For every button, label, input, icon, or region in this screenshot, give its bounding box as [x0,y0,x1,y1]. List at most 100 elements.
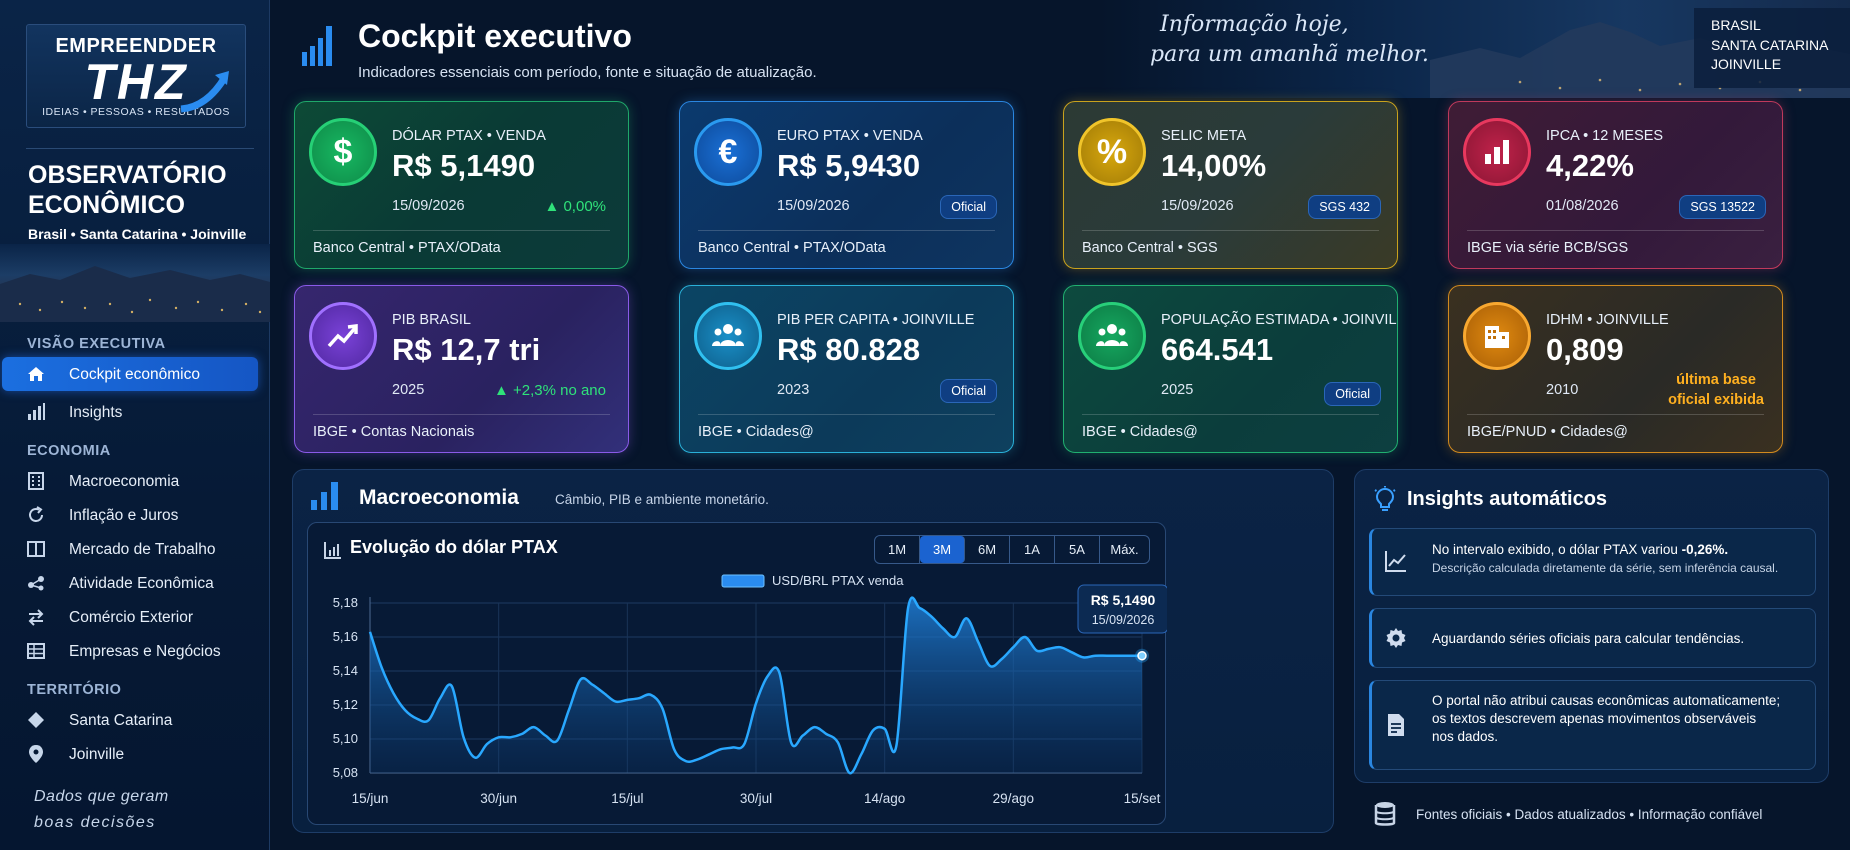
document-icon [1388,714,1404,736]
tooltip-box [1077,584,1167,634]
sidebar-item-atividade-economica[interactable]: Atividade Econômica [0,566,270,600]
header-slogan: Informação hoje, para um amanhã melhor. [1150,10,1429,70]
sidebar-item-label: Inflação e Juros [69,507,179,524]
kpi-source: Banco Central • PTAX/OData [698,240,886,256]
range-5a-button[interactable]: 5A [1055,536,1100,563]
kpi-label: PIB BRASIL [392,312,471,328]
section-economia: ECONOMIA [27,443,111,459]
y-tick-label: 5,16 [333,629,358,644]
database-icon [1374,802,1396,826]
ptax-chart-card: Evolução do dólar PTAX 1M 3M 6M 1A 5A Má… [307,522,1167,826]
series-badge: SGS 432 [1308,195,1381,219]
kpi-value: R$ 5,9430 [777,148,921,183]
kpi-value: 0,809 [1546,332,1624,367]
y-tick-label: 5,12 [333,697,358,712]
observatory-title-line1: OBSERVATÓRIO [28,161,227,189]
sidebar-item-label: Macroeconomia [69,473,180,490]
sidebar-item-empresas-e-negocios[interactable]: Empresas e Negócios [0,634,270,668]
arrow-up-icon [180,71,229,113]
refresh-icon [29,506,43,522]
dollar-icon: $ [309,118,377,186]
kpi-divider [1467,230,1764,231]
sidebar-item-cockpit-economico[interactable]: Cockpit econômico [2,357,258,391]
x-tick-label: 15/jul [611,791,643,806]
sidebar-item-label: Empresas e Negócios [69,643,221,660]
page-subtitle: Indicadores essenciais com período, font… [358,64,817,81]
brand-logo-big: THZ [84,54,188,110]
sidebar-item-insights[interactable]: Insights [0,395,270,429]
sidebar-footer-line1: Dados que geram [34,788,169,805]
sidebar-divider [26,148,254,149]
kpi-card-populacao[interactable]: POPULAÇÃO ESTIMADA • JOINVILLE 664.541 2… [1063,285,1398,453]
kpi-label: DÓLAR PTAX • VENDA [392,128,546,144]
kpi-divider [1082,414,1379,415]
lightbulb-icon [1374,486,1396,511]
bar-chart-icon [311,482,338,510]
sidebar-item-label: Joinville [69,746,125,763]
macro-panel: Macroeconomia Câmbio, PIB e ambiente mon… [292,469,1334,833]
kpi-label: SELIC META [1161,128,1247,144]
brand-logo[interactable]: EMPREENDDER THZ IDEIAS • PESSOAS • RESUL… [26,24,246,128]
people-icon [1078,302,1146,370]
range-1m-button[interactable]: 1M [875,536,920,563]
kpi-value: R$ 12,7 tri [392,332,541,367]
home-icon [28,367,44,381]
main-content: Cockpit executivo Indicadores essenciais… [270,0,1850,850]
range-6m-button[interactable]: 6M [965,536,1010,563]
kpi-date: 15/09/2026 [777,198,850,214]
kpi-divider [698,230,995,231]
kpi-note: última base oficial exibida [1668,370,1764,410]
y-tick-label: 5,14 [333,663,358,678]
sidebar-item-label: Atividade Econômica [69,575,214,592]
exchange-icon [28,609,44,626]
series-badge: SGS 13522 [1679,195,1766,219]
range-1a-button[interactable]: 1A [1010,536,1055,563]
kpi-date: 01/08/2026 [1546,198,1619,214]
kpi-divider [698,414,995,415]
kpi-card-pib-per-capita[interactable]: PIB PER CAPITA • JOINVILLE R$ 80.828 202… [679,285,1014,453]
kpi-divider [1082,230,1379,231]
kpi-card-ipca[interactable]: IPCA • 12 MESES 4,22% 01/08/2026 SGS 135… [1448,101,1783,269]
sidebar-item-comercio-exterior[interactable]: Comércio Exterior [0,600,270,634]
insight-item-disclaimer: O portal não atribui causas econômicas a… [1369,680,1816,770]
kpi-card-pib-brasil[interactable]: PIB BRASIL R$ 12,7 tri 2025 ▲ +2,3% no a… [294,285,629,453]
sidebar-item-santa-catarina[interactable]: Santa Catarina [0,703,270,737]
kpi-label: IPCA • 12 MESES [1546,128,1664,144]
kpi-card-euro[interactable]: € EURO PTAX • VENDA R$ 5,9430 15/09/2026… [679,101,1014,269]
sidebar-item-inflacao-e-juros[interactable]: Inflação e Juros [0,498,270,532]
ptax-line-chart[interactable]: 5,18 5,16 5,14 5,12 5,10 5,08 15/jun 30/jun 15/j… [308,523,1167,826]
y-tick-label: 5,18 [333,595,358,610]
table-icon [27,643,45,659]
macro-title: Macroeconomia [359,486,519,509]
official-badge: Oficial [1324,382,1381,406]
sidebar-item-label: Comércio Exterior [69,609,194,626]
kpi-card-selic[interactable]: % SELIC META 14,00% 15/09/2026 SGS 432 B… [1063,101,1398,269]
x-tick-label: 29/ago [993,791,1034,806]
sidebar-item-label: Mercado de Trabalho [69,541,216,558]
kpi-value: R$ 5,1490 [392,148,536,183]
kpi-label: EURO PTAX • VENDA [777,128,923,144]
kpi-label: PIB PER CAPITA • JOINVILLE [777,312,975,328]
observatory-subtitle: Brasil • Santa Catarina • Joinville [28,226,247,242]
kpi-date: 15/09/2026 [1161,198,1234,214]
tooltip-date: 15/09/2026 [1092,613,1155,627]
range-3m-button[interactable]: 3M [920,536,965,563]
range-max-button[interactable]: Máx. [1110,542,1139,557]
gear-icon [1386,628,1406,648]
header-bar-chart-icon [302,26,332,66]
sidebar-item-macroeconomia[interactable]: Macroeconomia [0,464,270,498]
x-tick-label: 14/ago [864,791,905,806]
kpi-card-idhm[interactable]: IDHM • JOINVILLE 0,809 2010 última base … [1448,285,1783,453]
x-tick-label: 15/jun [352,791,389,806]
insight-text-main: No intervalo exibido, o dólar PTAX vario… [1432,542,1682,557]
sidebar-item-mercado-de-trabalho[interactable]: Mercado de Trabalho [0,532,270,566]
kpi-card-dolar[interactable]: $ DÓLAR PTAX • VENDA R$ 5,1490 15/09/202… [294,101,629,269]
kpi-date: 2025 [392,382,425,398]
chart-icon [324,542,341,559]
insight-text: O portal não atribui causas econômicas a… [1432,692,1780,746]
kpi-divider [313,414,610,415]
section-visao-executiva: VISÃO EXECUTIVA [27,336,166,352]
insight-item-variation: No intervalo exibido, o dólar PTAX vario… [1369,528,1816,596]
insight-text-line2: os textos descrevem apenas movimentos ob… [1432,711,1757,726]
sidebar-item-joinville[interactable]: Joinville [0,737,270,771]
